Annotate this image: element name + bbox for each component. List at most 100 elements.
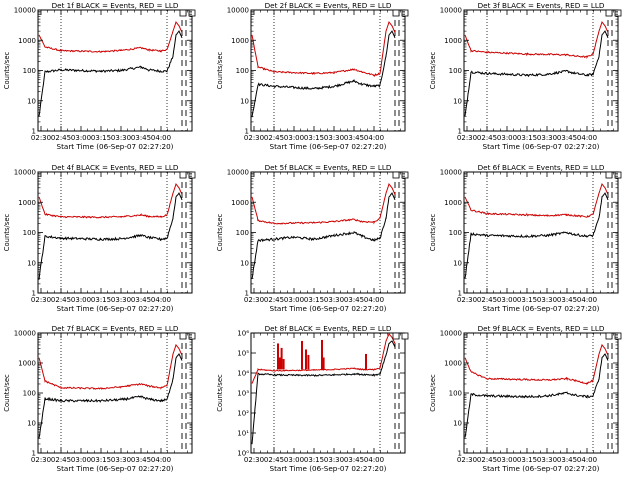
- panel-title: Det 2f BLACK = Events, RED = LLD: [265, 1, 392, 10]
- x-axis-label: Start Time (06-Sep-07 02:27:20): [57, 304, 174, 313]
- x-tick-label: 03:30: [324, 134, 344, 142]
- y-tick-label: 100: [449, 67, 462, 75]
- x-tick-label: 02:30: [244, 296, 264, 304]
- lld-series-line: [38, 182, 183, 219]
- y-tick-label: 1: [245, 290, 249, 298]
- y-tick-label: 10⁵: [237, 350, 249, 358]
- y-tick-label: 10: [453, 259, 462, 267]
- x-tick-label: 03:15: [91, 296, 111, 304]
- top-marker-box: [605, 9, 613, 17]
- x-tick-label: 02:30: [457, 296, 477, 304]
- lld-series-line: [464, 182, 609, 218]
- x-axis-label: Start Time (06-Sep-07 02:27:20): [483, 304, 600, 313]
- y-tick-label: 1000: [18, 37, 36, 45]
- panel-title: Det 7f BLACK = Events, RED = LLD: [52, 324, 179, 333]
- x-tick-label: 03:45: [557, 134, 577, 142]
- x-tick-label: 03:00: [284, 296, 304, 304]
- panel-det-1f: 1 10 100 1000 10000 02:30 02:45 03:00 03:15 03:30…: [3, 1, 196, 151]
- x-tick-label: 02:30: [31, 134, 51, 142]
- x-tick-label: 02:30: [31, 296, 51, 304]
- y-tick-label: 100: [449, 390, 462, 398]
- top-marker-box: [179, 9, 187, 17]
- y-tick-label: 1000: [18, 199, 36, 207]
- x-tick-label: 02:45: [51, 296, 71, 304]
- top-marker-box: [392, 171, 400, 179]
- x-tick-label: 02:45: [477, 296, 497, 304]
- x-tick-label: 04:00: [151, 456, 171, 464]
- x-tick-label: 03:45: [131, 456, 151, 464]
- x-tick-label: 02:30: [457, 134, 477, 142]
- x-tick-label: 03:00: [71, 134, 91, 142]
- x-tick-label: 03:15: [304, 134, 324, 142]
- y-tick-label: 1: [458, 290, 462, 298]
- y-tick-label: 10000: [440, 330, 462, 338]
- x-tick-label: 04:00: [364, 134, 384, 142]
- y-tick-label: 1: [32, 128, 36, 136]
- x-axis-label: Start Time (06-Sep-07 02:27:20): [483, 464, 600, 473]
- x-tick-label: 04:00: [577, 134, 597, 142]
- x-tick-label: 03:45: [131, 296, 151, 304]
- top-marker-box: [392, 332, 400, 340]
- y-axis-label: Counts/sec: [3, 374, 11, 412]
- y-tick-label: 10: [240, 259, 249, 267]
- y-tick-label: 1000: [18, 360, 36, 368]
- panel-det-6f: 1 10 100 1000 10000 02:30 02:45 03:00 03:15 03:30…: [429, 163, 622, 313]
- x-axis-label: Start Time (06-Sep-07 02:27:20): [57, 464, 174, 473]
- y-tick-label: 10: [240, 97, 249, 105]
- y-tick-label: 1: [458, 450, 462, 458]
- x-tick-label: 03:30: [111, 134, 131, 142]
- y-tick-label: 10³: [237, 390, 249, 398]
- y-tick-label: 10000: [440, 169, 462, 177]
- x-tick-label: 03:30: [324, 296, 344, 304]
- panel-title: Det 5f BLACK = Events, RED = LLD: [265, 163, 392, 172]
- y-axis-label: Counts/sec: [429, 214, 437, 252]
- x-tick-label: 04:00: [364, 296, 384, 304]
- x-tick-label: 02:45: [477, 456, 497, 464]
- x-tick-label: 03:45: [557, 296, 577, 304]
- x-tick-label: 03:00: [71, 296, 91, 304]
- x-axis-label: Start Time (06-Sep-07 02:27:20): [57, 142, 174, 151]
- y-tick-label: 1: [32, 290, 36, 298]
- y-tick-label: 1: [458, 128, 462, 136]
- panel-det-4f: 1 10 100 1000 10000 02:30 02:45 03:00 03:15 03:30…: [3, 163, 196, 313]
- events-series-line: [464, 30, 609, 117]
- panel-title: Det 9f BLACK = Events, RED = LLD: [478, 324, 605, 333]
- x-tick-label: 03:15: [517, 296, 537, 304]
- y-tick-label: 10000: [440, 7, 462, 15]
- x-tick-label: 03:30: [111, 456, 131, 464]
- lld-series-line: [251, 332, 396, 384]
- x-tick-label: 03:30: [111, 296, 131, 304]
- y-tick-label: 1000: [231, 199, 249, 207]
- x-tick-label: 03:15: [517, 134, 537, 142]
- x-axis-label: Start Time (06-Sep-07 02:27:20): [270, 464, 387, 473]
- x-tick-label: 03:00: [71, 456, 91, 464]
- y-axis-label: Counts/sec: [216, 374, 224, 412]
- x-tick-label: 03:15: [91, 134, 111, 142]
- panel-title: Det 3f BLACK = Events, RED = LLD: [478, 1, 605, 10]
- x-tick-label: 04:00: [151, 134, 171, 142]
- panel-det-7f: 1 10 100 1000 10000 02:30 02:45 03:00 03:15 03:30…: [3, 324, 196, 473]
- x-tick-label: 02:30: [457, 456, 477, 464]
- x-tick-label: 03:30: [537, 296, 557, 304]
- y-axis-label: Counts/sec: [216, 214, 224, 252]
- x-tick-label: 03:30: [324, 456, 344, 464]
- x-tick-label: 02:45: [264, 456, 284, 464]
- x-tick-label: 03:15: [517, 456, 537, 464]
- x-tick-label: 02:30: [244, 456, 264, 464]
- x-tick-label: 03:45: [344, 456, 364, 464]
- y-tick-label: 10⁶: [237, 330, 249, 338]
- top-marker-box: [179, 171, 187, 179]
- x-tick-label: 03:15: [304, 296, 324, 304]
- y-tick-label: 10²: [237, 410, 249, 418]
- x-axis-label: Start Time (06-Sep-07 02:27:20): [483, 142, 600, 151]
- events-series-line: [251, 192, 396, 279]
- panel-det-2f: 1 10 100 1000 10000 02:30 02:45 03:00 03:15 03:30…: [216, 1, 409, 151]
- x-tick-label: 04:00: [577, 296, 597, 304]
- x-tick-label: 03:45: [557, 456, 577, 464]
- y-tick-label: 10000: [227, 169, 249, 177]
- panel-det-3f: 1 10 100 1000 10000 02:30 02:45 03:00 03:15 03:30…: [429, 1, 622, 151]
- y-tick-label: 1: [245, 128, 249, 136]
- lld-series-line: [38, 20, 183, 53]
- y-tick-label: 10: [27, 97, 36, 105]
- y-tick-label: 1000: [444, 37, 462, 45]
